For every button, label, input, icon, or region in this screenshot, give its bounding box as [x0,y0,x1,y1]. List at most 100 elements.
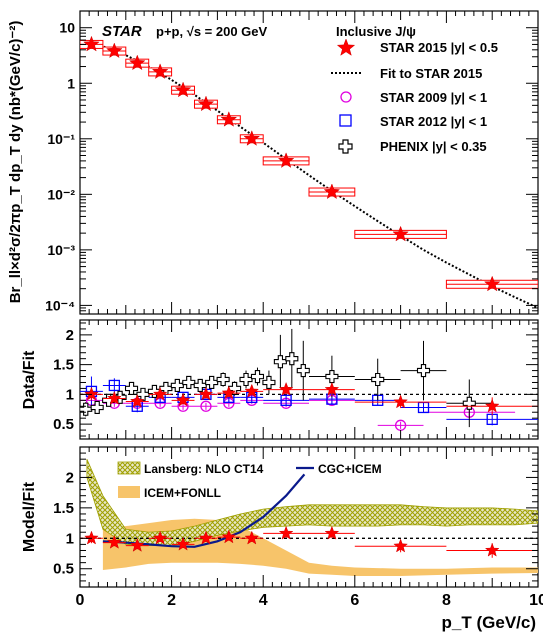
phenix-point [90,400,104,415]
star2015-point [278,381,294,396]
experiment-label: STAR [102,23,142,40]
middle-y-axis-title: Data/Fit [21,350,38,409]
legend-band-swatch [118,486,140,498]
x-tick-label: 8 [442,592,451,609]
mid-y-tick-label: 1.5 [53,357,74,374]
legend-entry-phenix: PHENIX |y| < 0.35 [380,139,487,154]
star2015-point [175,536,191,551]
star2015-point [324,525,340,540]
star2012-point [280,394,292,406]
top-y-tick-label: 10 [59,20,75,36]
legend-entry-cgc: CGC+ICEM [318,462,382,476]
fit-curve [80,42,538,309]
star2015-point [324,381,340,396]
phenix-point [205,375,219,390]
star2015-point [484,542,500,557]
legend-star-marker [336,38,356,56]
phenix-point [462,396,476,410]
phenix-point [182,375,196,390]
legend-entry-star2015: STAR 2015 |y| < 0.5 [380,40,498,55]
x-tick-label: 10 [529,592,543,609]
star2015-point [129,537,145,552]
bot-y-tick-label: 1 [66,530,74,547]
star2015-point [152,386,168,401]
star2015-point [175,392,191,407]
x-tick-label: 0 [76,592,85,609]
phenix-point [216,372,230,387]
legend-entry-star2009: STAR 2009 |y| < 1 [380,90,487,105]
bot-y-tick-label: 0.5 [53,561,74,578]
legend-hatched-swatch [117,461,141,475]
star2015-point [83,35,100,52]
phenix-point [285,352,299,366]
legend-cross-marker [338,139,353,154]
star2015-point [128,54,146,71]
top-y-tick-label: 10⁻² [47,186,75,202]
star2015-point [197,95,215,112]
top-y-tick-label: 10⁻³ [47,242,75,258]
phenix-point [325,369,339,384]
top-y-tick-label: 1 [67,75,75,91]
mid-y-tick-label: 2 [66,327,74,344]
phenix-point [250,369,265,384]
top-legend: STAR 2015 |y| < 0.5 Fit to STAR 2015 STA… [331,38,498,154]
legend-entry-lansberg: Lansberg: NLO CT14 [144,462,264,476]
star2015-point [277,152,295,168]
phenix-point [193,378,207,392]
legend-entry-star2012: STAR 2012 |y| < 1 [380,114,487,129]
lansberg-band [86,459,538,546]
phenix-point [136,387,150,401]
legend-title: Inclusive J/ψ [336,24,416,39]
x-tick-label: 6 [350,592,359,609]
star2015-point [392,225,409,242]
x-axis-title: p_T (GeV/c) [442,613,536,632]
x-tick-label: 2 [167,592,176,609]
phenix-point [371,372,385,387]
top-y-axis-title: Br_ll×d²σ/2πp_T dp_T dy (nb*(GeV/c)⁻²) [7,21,24,304]
legend-circle-marker [340,91,352,103]
star2015-point [107,534,122,549]
icem-fonll-band [102,518,538,576]
star2012-point [108,379,120,392]
top-y-tick-label: 10⁻⁴ [45,297,75,313]
mid-y-tick-label: 1 [66,386,74,403]
star2015-point [393,394,408,409]
star2015-point [107,390,122,405]
phenix-point [239,372,253,387]
phenix-point [124,381,139,395]
phenix-point [80,402,93,416]
legend-entry-icem-fonll: ICEM+FONLL [144,486,221,500]
star2009-point [200,400,212,412]
phenix-point [262,375,276,390]
bottom-legend: Lansberg: NLO CT14 ICEM+FONLL CGC+ICEM [117,461,382,500]
bottom-y-axis-title: Model/Fit [21,481,38,552]
star2015-point [129,393,145,408]
star2015-point [278,525,294,540]
star2015-point [393,538,408,553]
legend-square-marker [339,114,352,127]
star2015-point [484,398,500,413]
star2015-point [106,42,123,59]
star2015-point [84,386,99,401]
mid-y-tick-label: 0.5 [53,416,74,433]
phenix-point [273,355,287,369]
legend-entry-fit: Fit to STAR 2015 [380,66,482,81]
star2015-point [323,183,341,200]
star2015-point [198,530,214,545]
star2015-point [198,386,214,401]
bot-y-tick-label: 2 [66,469,74,486]
star2015-point [84,530,99,545]
star2015-point [174,81,192,98]
star2015-point [151,63,169,79]
star2015-point [244,383,260,398]
phenix-point [170,378,184,392]
star2015-point [220,111,238,127]
star2015-point [221,385,237,400]
x-tick-label: 4 [259,592,268,609]
star2015-point [244,530,260,545]
star2015-point [152,530,168,545]
bot-y-tick-label: 1.5 [53,500,74,517]
system-label: p+p, √s = 200 GeV [156,24,268,39]
star2015-point [221,529,237,544]
